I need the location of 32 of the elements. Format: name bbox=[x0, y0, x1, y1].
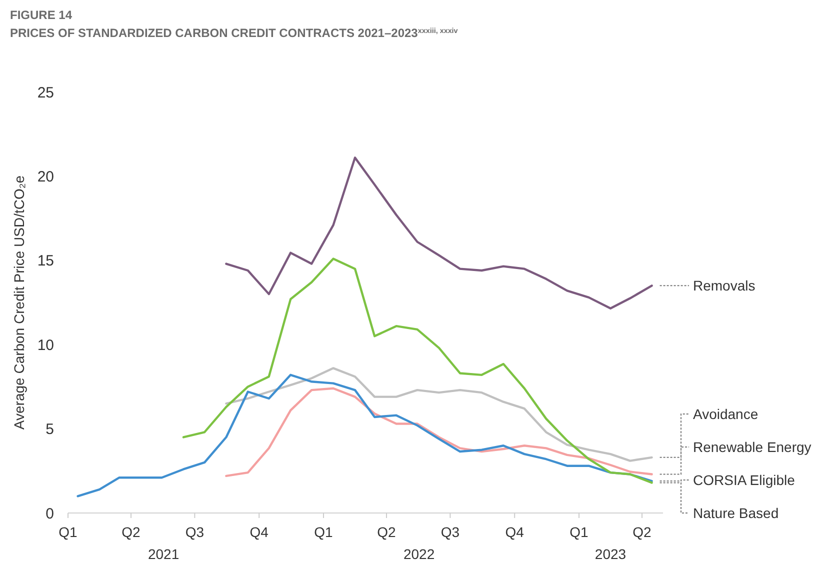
y-tick-label: 20 bbox=[37, 168, 54, 186]
x-tick-label: Q3 bbox=[185, 524, 204, 540]
x-tick-label: Q2 bbox=[122, 524, 141, 540]
y-axis-title: Average Carbon Credit Price USD/tCO₂e bbox=[11, 175, 27, 430]
text: 2022 bbox=[403, 546, 435, 562]
text: Nature Based bbox=[693, 504, 779, 521]
y-tick-label: 10 bbox=[37, 336, 54, 354]
x-tick-label: Q4 bbox=[250, 524, 269, 540]
x-tick-label: Q3 bbox=[440, 524, 460, 540]
x-tick-label: Q2 bbox=[377, 524, 396, 540]
x-tick-label: Q1 bbox=[314, 524, 334, 540]
chart-title: FIGURE 14 bbox=[10, 8, 72, 22]
text: Removals bbox=[693, 278, 756, 294]
text: Renewable Energy bbox=[693, 438, 812, 455]
text: Avoidance bbox=[693, 406, 758, 422]
text: 2021 bbox=[148, 546, 180, 562]
y-tick-label: 15 bbox=[37, 252, 54, 270]
line-series bbox=[225, 156, 653, 310]
x-tick-label: Q1 bbox=[58, 524, 78, 540]
x-tick-label: Q2 bbox=[632, 524, 652, 540]
line-series bbox=[225, 387, 653, 478]
x-tick-label: Q4 bbox=[505, 524, 524, 540]
y-tick-label: 0 bbox=[46, 505, 54, 522]
chart-subtitle: PRICES OF STANDARDIZED CARBON CREDIT CONTRACTS 2021–2023$^{xxxiii, xxxiv}$ bbox=[10, 26, 458, 40]
line-series bbox=[182, 258, 653, 484]
text: CORSIA Eligible bbox=[693, 472, 796, 488]
text: 2023 bbox=[594, 546, 626, 562]
line-series bbox=[225, 367, 653, 462]
y-tick-label: 5 bbox=[46, 421, 54, 438]
x-tick-label: Q1 bbox=[570, 524, 589, 540]
line-series bbox=[76, 374, 653, 498]
y-tick-label: 25 bbox=[37, 84, 54, 102]
